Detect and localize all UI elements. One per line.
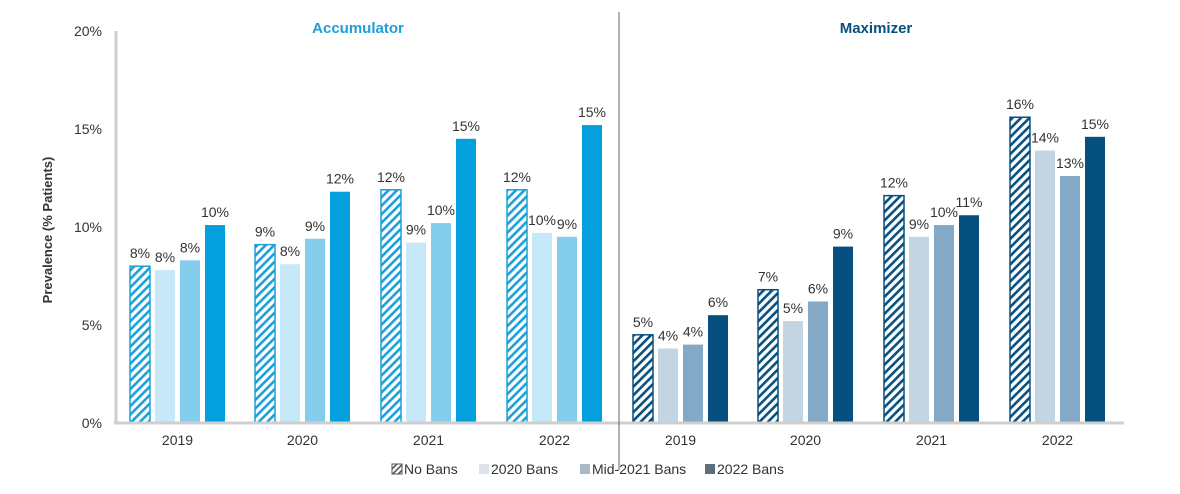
panel-title-accumulator: Accumulator	[312, 20, 404, 37]
bar-maximizer-2019-2022-bans	[708, 315, 728, 423]
x-tick-label: 2022	[539, 432, 570, 448]
bar-maximizer-2021-no-bans	[883, 194, 905, 424]
data-label: 14%	[1031, 130, 1059, 146]
data-label: 9%	[909, 216, 929, 232]
data-label: 10%	[930, 204, 958, 220]
data-label: 12%	[377, 169, 405, 185]
legend-swatch-2020-bans	[479, 464, 489, 474]
bar-accumulator-2020-2022-bans	[330, 191, 350, 423]
data-label: 9%	[255, 224, 275, 240]
data-label: 9%	[406, 222, 426, 238]
bar-accumulator-2022-2020-bans	[532, 232, 552, 423]
data-label: 10%	[528, 212, 556, 228]
data-label: 8%	[155, 249, 175, 265]
legend-label: 2020 Bans	[491, 461, 558, 477]
data-label: 12%	[326, 171, 354, 187]
data-label: 12%	[880, 175, 908, 191]
data-label: 10%	[201, 204, 229, 220]
legend-swatch-mid-2021-bans	[580, 464, 590, 474]
bar-maximizer-2020-mid-2021-bans	[808, 301, 828, 423]
bar-accumulator-2020-2020-bans	[280, 264, 300, 423]
y-tick-label: 10%	[74, 219, 102, 235]
bar-maximizer-2020-no-bans	[757, 288, 779, 424]
data-label: 6%	[808, 280, 828, 296]
y-axis-ticks: 0% 5% 10% 15% 20%	[74, 23, 102, 431]
legend-label: No Bans	[404, 461, 458, 477]
x-tick-label: 2020	[790, 432, 821, 448]
x-tick-label: 2021	[916, 432, 947, 448]
y-tick-label: 0%	[82, 415, 102, 431]
bar-accumulator-2021-2020-bans	[406, 242, 426, 423]
data-label: 4%	[683, 324, 703, 340]
y-tick-label: 5%	[82, 317, 102, 333]
data-label: 16%	[1006, 96, 1034, 112]
bar-maximizer-2019-mid-2021-bans	[683, 344, 703, 423]
bars-layer	[129, 116, 1105, 424]
data-labels-layer: 8% 8%8%10%9%8%9%12% 12%9%10%15%12%10% 9%15%…	[130, 96, 1109, 343]
y-tick-label: 20%	[74, 23, 102, 39]
data-label: 13%	[1056, 155, 1084, 171]
data-label: 5%	[783, 300, 803, 316]
legend-swatch-2022-bans	[705, 464, 715, 474]
bar-maximizer-2019-no-bans	[632, 334, 654, 424]
data-label: 6%	[708, 294, 728, 310]
data-label: 15%	[452, 118, 480, 134]
data-label: 15%	[578, 104, 606, 120]
x-tick-label: 2019	[665, 432, 696, 448]
bar-accumulator-2022-mid-2021-bans	[557, 236, 577, 423]
bar-maximizer-2019-2020-bans	[658, 348, 678, 423]
data-label: 12%	[503, 169, 531, 185]
x-tick-label: 2020	[287, 432, 318, 448]
bar-maximizer-2022-2022-bans	[1085, 136, 1105, 423]
data-label: 9%	[833, 226, 853, 242]
bar-accumulator-2022-no-bans	[506, 189, 528, 424]
bar-maximizer-2021-2020-bans	[909, 236, 929, 423]
bar-accumulator-2019-mid-2021-bans	[180, 260, 200, 423]
data-label: 8%	[180, 239, 200, 255]
data-label: 8%	[280, 243, 300, 259]
data-label: 9%	[557, 216, 577, 232]
data-label: 15%	[1081, 116, 1109, 132]
bar-accumulator-2021-2022-bans	[456, 138, 476, 424]
bar-accumulator-2020-no-bans	[254, 243, 276, 424]
data-label: 4%	[658, 328, 678, 344]
bar-maximizer-2022-no-bans	[1009, 116, 1031, 424]
bar-accumulator-2019-2022-bans	[205, 225, 225, 423]
legend-label: Mid-2021 Bans	[592, 461, 686, 477]
data-label: 11%	[956, 194, 983, 210]
bar-maximizer-2021-2022-bans	[959, 215, 979, 423]
y-tick-label: 15%	[74, 121, 102, 137]
bar-accumulator-2021-no-bans	[380, 189, 402, 424]
bar-accumulator-2019-2020-bans	[155, 270, 175, 423]
legend: No Bans 2020 Bans Mid-2021 Bans 2022 Bans	[391, 461, 784, 477]
y-axis-label: Prevalence (% Patients)	[40, 157, 55, 304]
bar-maximizer-2021-mid-2021-bans	[934, 225, 954, 423]
bar-maximizer-2020-2020-bans	[783, 321, 803, 423]
bar-accumulator-2022-2022-bans	[582, 125, 602, 423]
bar-maximizer-2020-2022-bans	[833, 246, 853, 423]
data-label: 5%	[633, 314, 653, 330]
bar-accumulator-2020-mid-2021-bans	[305, 238, 325, 423]
bar-accumulator-2021-mid-2021-bans	[431, 223, 451, 423]
legend-swatch-no-bans	[391, 463, 403, 475]
x-tick-label: 2019	[162, 432, 193, 448]
data-label: 9%	[305, 218, 325, 234]
data-label: 7%	[758, 269, 778, 285]
x-axis-ticks: 2019 2020 2021 2022 2019 2020 2021 2022	[162, 432, 1073, 448]
bar-maximizer-2022-2020-bans	[1035, 150, 1055, 423]
data-label: 8%	[130, 245, 150, 261]
data-label: 10%	[427, 202, 455, 218]
x-tick-label: 2021	[413, 432, 444, 448]
legend-label: 2022 Bans	[717, 461, 784, 477]
x-tick-label: 2022	[1042, 432, 1073, 448]
bar-accumulator-2019-no-bans	[129, 265, 151, 424]
bar-maximizer-2022-mid-2021-bans	[1060, 176, 1080, 423]
panel-title-maximizer: Maximizer	[840, 20, 913, 37]
